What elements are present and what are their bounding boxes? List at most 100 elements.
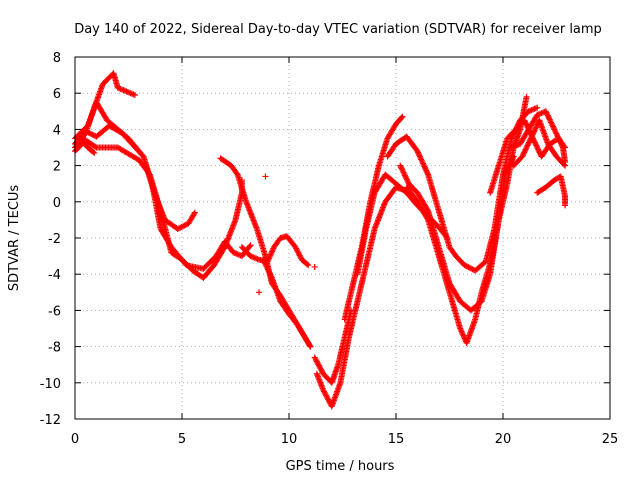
series-trace-9 <box>311 307 355 386</box>
data-point-marker <box>466 264 473 271</box>
data-point-marker <box>400 169 407 176</box>
data-point-marker <box>560 161 567 168</box>
data-point-marker <box>533 124 540 131</box>
data-point-marker <box>418 157 425 164</box>
data-point-marker <box>544 112 551 119</box>
data-point-marker <box>544 111 551 118</box>
data-point-marker <box>86 130 93 137</box>
data-point-marker <box>529 132 536 139</box>
data-point-marker <box>530 129 537 136</box>
x-axis-label: GPS time / hours <box>286 459 395 474</box>
data-point-marker <box>558 141 565 148</box>
data-point-marker <box>311 263 318 270</box>
y-tick-label: -4 <box>48 268 61 283</box>
series-trace-10 <box>313 184 421 410</box>
data-point-marker <box>552 127 559 134</box>
data-point-marker <box>519 152 526 159</box>
data-point-marker <box>521 149 528 156</box>
data-point-marker <box>89 131 96 138</box>
data-point-marker <box>146 170 153 177</box>
data-point-marker <box>305 262 312 269</box>
y-tick-label: -12 <box>40 413 61 428</box>
data-point-marker <box>178 223 185 230</box>
data-point-marker <box>553 131 560 138</box>
data-point-marker <box>543 109 550 116</box>
data-point-marker <box>523 121 530 128</box>
data-point-marker <box>532 125 539 132</box>
x-tick-label: 25 <box>602 432 619 447</box>
data-point-marker <box>551 126 558 133</box>
data-point-marker <box>531 127 538 134</box>
series-trace-19 <box>534 173 569 209</box>
data-point-marker <box>423 167 430 174</box>
data-point-marker <box>461 262 468 269</box>
data-point-marker <box>399 168 406 175</box>
data-point-marker <box>424 215 431 222</box>
y-tick-label: 0 <box>53 196 61 211</box>
series-trace-4 <box>72 137 245 281</box>
data-point-marker <box>542 108 549 115</box>
data-point-marker <box>260 258 267 265</box>
data-point-marker <box>401 172 408 179</box>
data-point-marker <box>420 160 427 167</box>
data-point-marker <box>547 118 554 125</box>
data-point-marker <box>403 175 410 182</box>
data-point-marker <box>233 170 240 177</box>
data-point-marker <box>554 133 561 140</box>
data-point-marker <box>532 141 539 148</box>
data-point-marker <box>521 117 528 124</box>
x-tick-label: 10 <box>281 432 298 447</box>
series-trace-20 <box>256 173 318 296</box>
data-point-marker <box>268 273 275 280</box>
data-point-marker <box>548 120 555 127</box>
data-point-marker <box>424 170 431 177</box>
data-point-marker <box>403 176 410 183</box>
plot-frame <box>74 56 611 420</box>
data-point-marker <box>464 263 471 270</box>
data-point-marker <box>535 147 542 154</box>
data-point-marker <box>416 153 423 160</box>
data-point-marker <box>397 162 404 169</box>
data-point-marker <box>415 149 422 156</box>
data-point-marker <box>420 161 427 168</box>
data-point-marker <box>550 123 557 130</box>
data-point-marker <box>546 116 553 123</box>
data-point-marker <box>88 130 95 137</box>
data-point-marker <box>520 150 527 157</box>
data-point-marker <box>260 256 267 263</box>
x-axis-tick-labels: 0 5 10 15 20 25 <box>71 432 618 447</box>
data-point-marker <box>562 162 569 169</box>
data-point-marker <box>522 146 529 153</box>
data-point-marker <box>557 140 564 147</box>
data-point-marker <box>180 223 187 230</box>
data-point-marker <box>555 134 562 141</box>
series-trace-18 <box>510 117 569 169</box>
y-tick-label: -10 <box>40 377 61 392</box>
data-point-marker <box>522 120 529 127</box>
data-point-marker <box>177 224 184 231</box>
data-point-marker <box>85 129 92 136</box>
data-point-marker <box>526 138 533 145</box>
x-tick-label: 15 <box>388 432 405 447</box>
data-point-marker <box>525 141 532 148</box>
data-point-marker <box>548 119 555 126</box>
data-point-marker <box>527 136 534 143</box>
data-point-marker <box>546 115 553 122</box>
data-point-marker <box>424 206 431 213</box>
data-point-marker <box>524 142 531 149</box>
data-point-marker <box>525 139 532 146</box>
data-point-marker <box>256 289 263 296</box>
data-point-marker <box>534 104 541 111</box>
data-point-marker <box>531 139 538 146</box>
data-point-marker <box>522 118 529 125</box>
data-series <box>72 70 569 410</box>
data-point-marker <box>264 265 271 272</box>
x-tick-label: 20 <box>495 432 512 447</box>
series-trace-5 <box>76 135 98 156</box>
data-point-marker <box>465 264 472 271</box>
data-point-marker <box>553 130 560 137</box>
data-point-marker <box>523 93 530 100</box>
data-point-marker <box>423 168 430 175</box>
